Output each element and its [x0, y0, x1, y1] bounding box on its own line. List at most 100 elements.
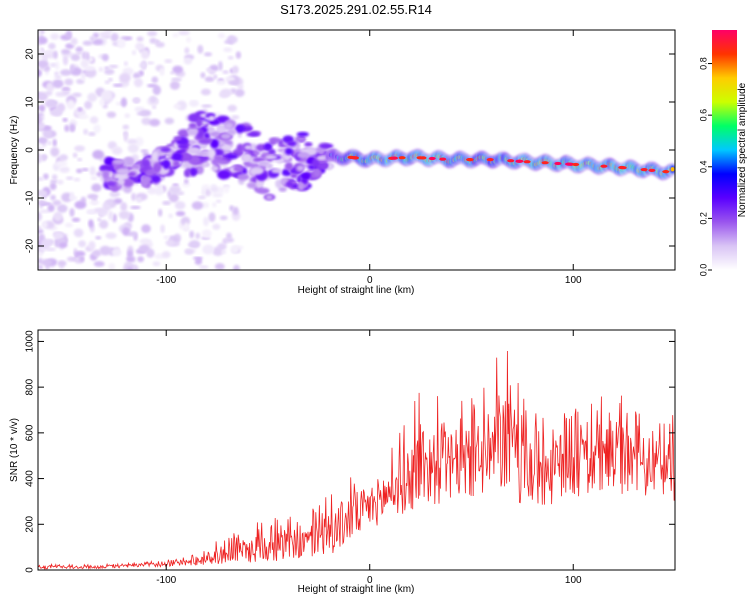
spectrogram-blob [101, 90, 113, 100]
spectrogram-blob [198, 138, 213, 145]
spectrogram-blob [220, 88, 233, 97]
spectrogram-blob [218, 61, 223, 71]
spectrogram-blob [102, 201, 111, 212]
spectrogram-blob [73, 228, 84, 238]
spectrogram-blob [123, 185, 132, 194]
spectrogram-blob [222, 238, 228, 245]
spectrogram-blob [150, 174, 161, 184]
spectrogram-blob [161, 251, 171, 259]
spectrogram-blob [98, 67, 104, 72]
spectrogram-blob [227, 56, 234, 60]
spectrogram-blob [246, 132, 260, 137]
spectrogram-blob [43, 173, 49, 180]
spectrogram-blob [42, 129, 53, 139]
spectrogram-blob [151, 76, 159, 84]
spectrogram-blob [66, 99, 76, 110]
colorbar-tick-label: 0.8 [698, 57, 708, 70]
spectrogram-blob [177, 143, 189, 149]
spectrogram-blob [47, 140, 52, 146]
spectrogram-blob [99, 245, 112, 256]
spectrogram-blob [99, 164, 114, 172]
spectrogram-blob [47, 204, 55, 212]
spectrogram-blob [207, 148, 216, 159]
spectrogram-blob [44, 99, 57, 108]
spectrogram-blob [296, 165, 305, 172]
y-tick-label: -10 [25, 190, 36, 205]
spectrogram-blob [189, 167, 198, 177]
spectrogram-blob [296, 131, 309, 137]
spectrogram-blob [55, 61, 60, 71]
spectrogram-x-ticks: -100 0 100 [156, 30, 582, 286]
chart-title: S173.2025.291.02.55.R14 [280, 2, 432, 17]
spectrogram-blob [57, 260, 67, 267]
spectrogram-blob [142, 152, 150, 157]
spectrogram-y-label: Frequency (Hz) [9, 116, 20, 185]
spectrogram-blob [186, 36, 192, 43]
spectrogram-blob [39, 138, 48, 143]
spectrogram-blob [169, 185, 181, 194]
spectrogram-blob [50, 33, 60, 40]
spectrogram-blob [99, 98, 105, 106]
spectrogram-blob [160, 147, 172, 152]
spectrogram-blob [49, 182, 57, 191]
spectrogram-blob [648, 168, 656, 172]
spectrogram-blob [210, 138, 220, 149]
x-tick-label: 0 [367, 575, 373, 586]
spectrogram-blob [149, 37, 157, 44]
y-tick-label: -20 [25, 238, 36, 253]
spectrogram-blob [88, 219, 94, 228]
spectrogram-blob [206, 127, 215, 133]
spectrogram-blob [290, 173, 298, 179]
spectrogram-blob [163, 235, 170, 240]
spectrogram-blob [136, 111, 147, 116]
colorbar-tick-label: 0.2 [698, 212, 708, 225]
spectrogram-blob [48, 42, 56, 50]
spectrogram-y-ticks: -20 -10 0 10 20 [25, 48, 675, 253]
spectrogram-blob [175, 211, 186, 217]
spectrogram-blob [172, 65, 184, 74]
spectrogram-blob [71, 217, 81, 222]
spectrogram-blob [224, 122, 233, 129]
spectrogram-blob [98, 219, 109, 229]
spectrogram-blob [108, 64, 119, 69]
spectrogram-blob [265, 194, 273, 200]
spectrogram-blob [233, 165, 243, 173]
spectrogram-blob [77, 107, 83, 112]
spectrogram-blob [316, 155, 327, 161]
spectrogram-blob [238, 84, 244, 89]
spectrogram-blob [439, 157, 447, 161]
spectrogram-blob [196, 257, 202, 262]
snr-panel: -100 0 100 0 200 400 600 800 1000 Height of str… [9, 329, 676, 595]
spectrogram-blob [235, 124, 245, 134]
spectrogram-blob [50, 62, 57, 68]
spectrogram-blob [197, 195, 206, 200]
spectrogram-blob [110, 32, 119, 42]
spectrogram-blob [59, 154, 68, 161]
spectrogram-blob [202, 244, 215, 255]
colorbar-label: Normalized spectral amplitude [737, 82, 748, 217]
spectrogram-blob [104, 80, 111, 85]
spectrogram-blob [220, 144, 232, 152]
spectrogram-blob [201, 104, 213, 108]
spectrogram-blob [196, 118, 203, 128]
spectrogram-blob [62, 55, 69, 66]
spectrogram-blob [174, 201, 186, 210]
snr-x-ticks: -100 0 100 [156, 330, 582, 586]
spectrogram-blob [319, 143, 334, 149]
spectrogram-blob [123, 61, 128, 66]
y-tick-label: 200 [25, 516, 36, 533]
spectrogram-blob [76, 78, 85, 85]
spectrogram-blob [81, 72, 86, 81]
spectrogram-blob [226, 128, 237, 136]
y-tick-label: 0 [25, 567, 36, 573]
spectrogram-blob [38, 68, 42, 78]
spectrogram-blob [244, 145, 253, 150]
spectrogram-blob [91, 183, 102, 192]
spectrogram-blob [116, 39, 126, 49]
spectrogram-blob [217, 33, 226, 39]
spectrogram-blob [219, 215, 228, 221]
spectrogram-blob [87, 209, 95, 214]
spectrogram-blob [184, 222, 189, 231]
spectrogram-blob [106, 181, 117, 187]
